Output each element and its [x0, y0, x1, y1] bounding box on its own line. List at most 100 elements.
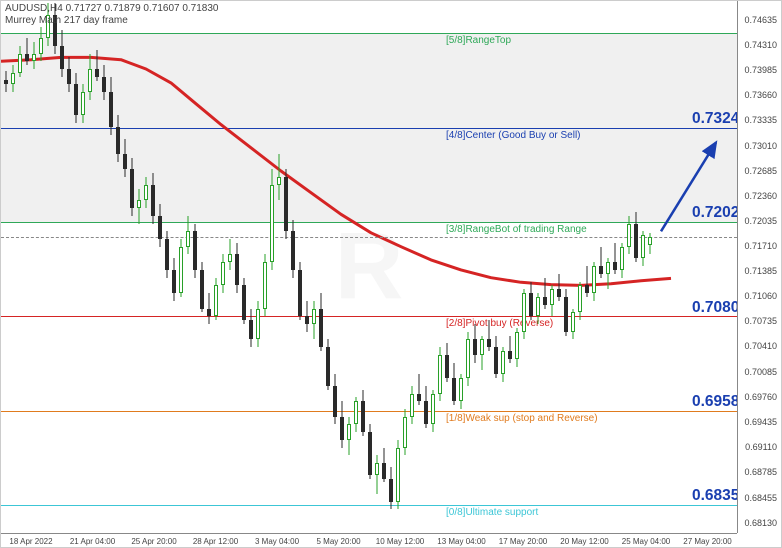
candle-body [410, 394, 414, 417]
candle-body [305, 316, 309, 324]
candle-body [564, 297, 568, 332]
candle-body [487, 339, 491, 347]
chart-title: AUDUSD,H4 0.71727 0.71879 0.71607 0.7183… [5, 3, 219, 14]
y-tick: 0.73985 [744, 65, 777, 75]
candle-body [74, 84, 78, 115]
x-tick: 20 May 12:00 [560, 537, 608, 546]
candle-body [501, 351, 505, 374]
candle-body [102, 77, 106, 92]
candle-body [214, 285, 218, 316]
y-tick: 0.72685 [744, 166, 777, 176]
candle-body [11, 73, 15, 85]
candle-body [375, 463, 379, 475]
y-tick: 0.73010 [744, 141, 777, 151]
candle-body [529, 293, 533, 316]
y-tick: 0.68455 [744, 493, 777, 503]
y-tick: 0.69435 [744, 417, 777, 427]
candle-body [452, 378, 456, 401]
candle-body [382, 463, 386, 478]
y-tick: 0.69110 [745, 442, 777, 452]
y-tick: 0.72360 [744, 191, 777, 201]
candle-body [291, 231, 295, 270]
y-tick: 0.71385 [744, 266, 777, 276]
candle-body [18, 54, 22, 73]
candle-body [431, 394, 435, 425]
y-tick: 0.68130 [744, 518, 777, 528]
y-tick: 0.71710 [744, 241, 777, 251]
y-tick: 0.70410 [744, 341, 777, 351]
candle-body [641, 235, 645, 258]
candle-body [389, 479, 393, 502]
candle-body [557, 289, 561, 297]
candle-body [417, 394, 421, 402]
candle-body [627, 224, 631, 247]
y-tick: 0.70085 [744, 367, 777, 377]
candle-body [578, 285, 582, 312]
candle-body [88, 69, 92, 92]
candle-body [606, 262, 610, 274]
y-tick: 0.71060 [744, 291, 777, 301]
x-axis: 18 Apr 202221 Apr 04:0025 Apr 20:0028 Ap… [1, 533, 737, 547]
x-tick: 21 Apr 04:00 [70, 537, 115, 546]
candle-body [550, 289, 554, 304]
candle-body [158, 216, 162, 239]
candle-body [32, 54, 36, 62]
candle-body [256, 309, 260, 340]
candle-body [95, 69, 99, 77]
chart-subtitle: Murrey Math 217 day frame [5, 15, 128, 26]
candle-body [515, 332, 519, 359]
candle-body [368, 432, 372, 475]
candle-body [242, 285, 246, 320]
candle-body [165, 239, 169, 270]
x-tick: 28 Apr 12:00 [193, 537, 238, 546]
x-tick: 10 May 12:00 [376, 537, 424, 546]
y-tick: 0.74635 [744, 15, 777, 25]
plot-area[interactable]: R [5/8]RangeTop0.74467[4/8]Center (Good … [1, 1, 737, 533]
candle-body [151, 185, 155, 216]
candle-layer [1, 1, 737, 533]
candle-body [249, 320, 253, 339]
candle-body [466, 339, 470, 378]
candle-body [648, 237, 652, 245]
candle-body [200, 270, 204, 309]
x-tick: 27 May 20:00 [683, 537, 731, 546]
candle-body [459, 378, 463, 401]
y-tick: 0.69760 [744, 392, 777, 402]
candle-body [130, 169, 134, 208]
candle-body [347, 424, 351, 439]
x-tick: 3 May 04:00 [255, 537, 299, 546]
candle-body [396, 448, 400, 502]
candle-body [298, 270, 302, 316]
candle-body [67, 69, 71, 84]
x-tick: 5 May 20:00 [316, 537, 360, 546]
candle-body [270, 185, 274, 262]
y-tick: 0.73335 [744, 115, 777, 125]
candle-body [263, 262, 267, 308]
candle-body [179, 247, 183, 293]
candle-body [361, 401, 365, 432]
candle-body [438, 355, 442, 394]
x-tick: 25 Apr 20:00 [131, 537, 176, 546]
candle-body [620, 247, 624, 270]
candle-body [137, 200, 141, 208]
candle-body [333, 386, 337, 417]
y-axis: 0.746350.743100.739850.736600.733350.730… [737, 1, 781, 533]
candle-body [207, 309, 211, 317]
candle-body [60, 46, 64, 69]
candle-wick [377, 455, 378, 494]
y-tick: 0.68785 [744, 467, 777, 477]
y-tick: 0.72035 [744, 216, 777, 226]
candle-body [4, 80, 8, 85]
y-tick: 0.74310 [744, 40, 777, 50]
candle-body [284, 177, 288, 231]
candle-body [592, 266, 596, 293]
candle-body [326, 347, 330, 386]
candle-body [221, 262, 225, 285]
candle-body [424, 401, 428, 424]
candle-body [354, 401, 358, 424]
candle-body [543, 297, 547, 305]
chart-container: AUDUSD,H4 0.71727 0.71879 0.71607 0.7183… [0, 0, 782, 548]
candle-body [599, 266, 603, 274]
candle-body [193, 231, 197, 270]
x-tick: 13 May 04:00 [437, 537, 485, 546]
